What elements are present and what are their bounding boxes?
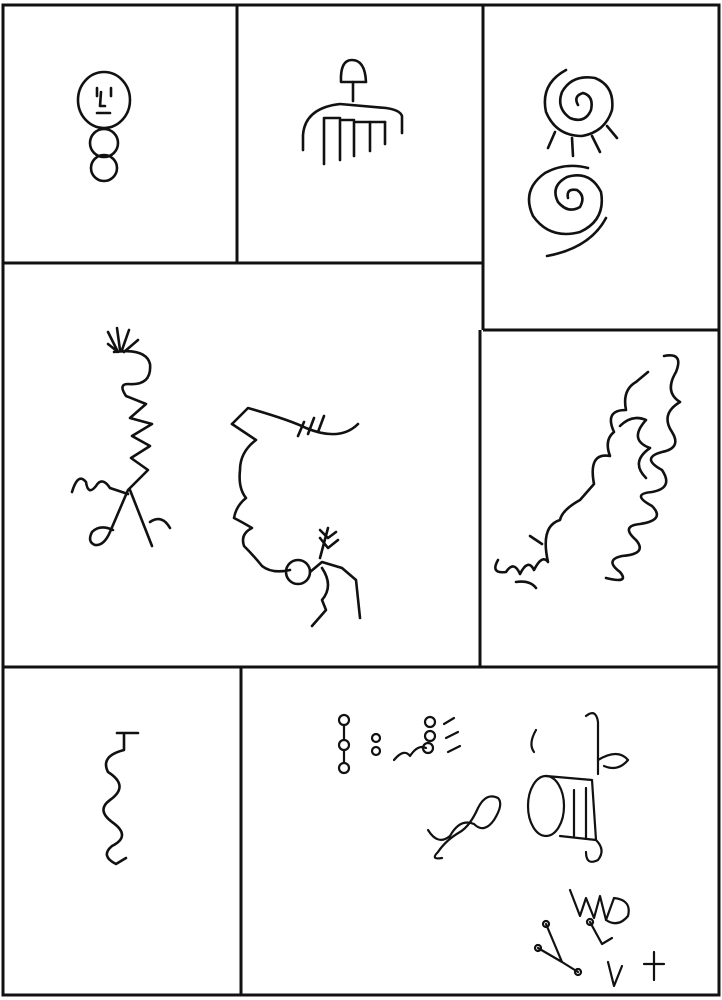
mixed-small-glyphs-icon	[337, 712, 666, 988]
outer-border	[1, 3, 721, 997]
hooked-wavy-line-icon	[102, 731, 140, 866]
wavy-serpents-icon	[494, 354, 682, 590]
face-with-stacked-circles-icon	[76, 70, 132, 183]
panel-grid	[1, 3, 721, 997]
serpent-and-profile-icon	[70, 326, 362, 628]
comb-with-headed-stem-icon	[301, 58, 404, 166]
spirals-sun-icon	[527, 68, 619, 258]
